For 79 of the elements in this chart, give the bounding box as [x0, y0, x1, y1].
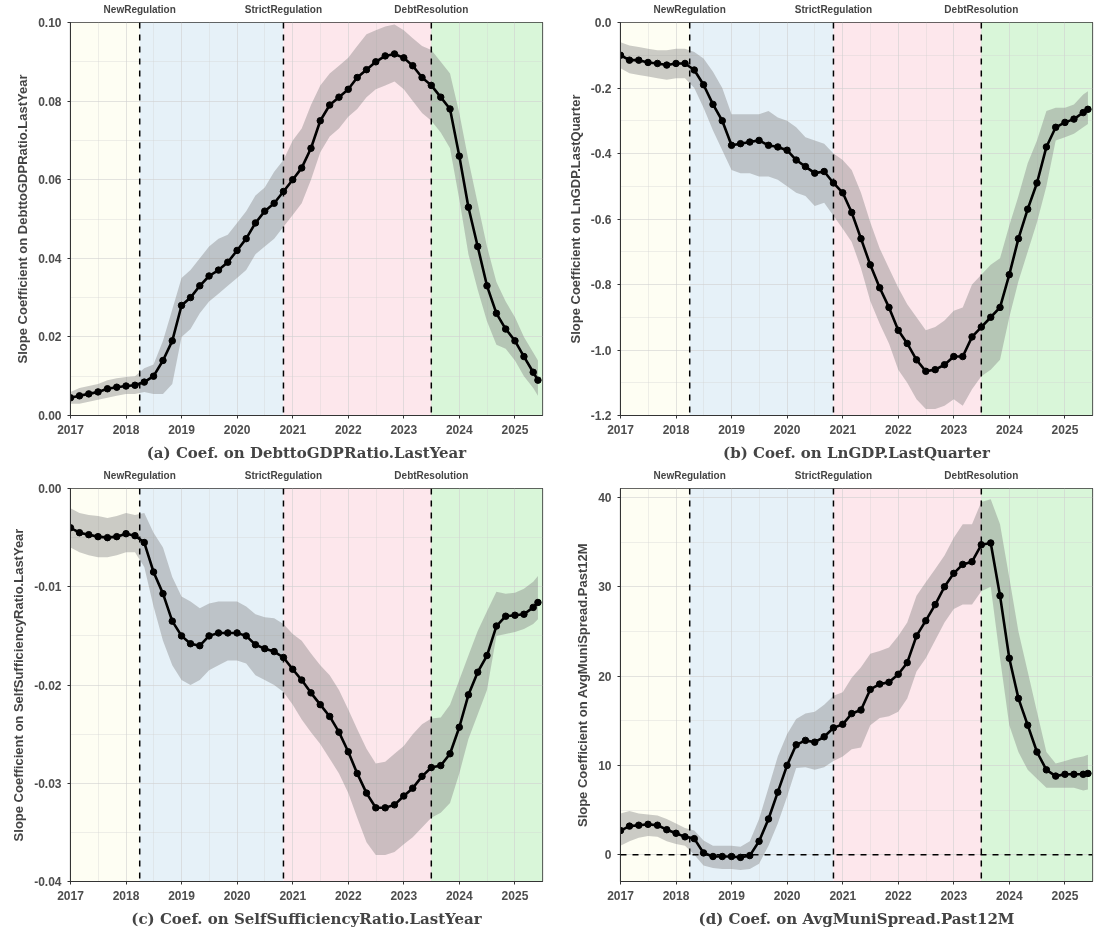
x-tick-label: 2018	[662, 422, 690, 437]
x-tick-label: 2023	[390, 888, 418, 903]
y-axis-title: Slope Coefficient on LnGDP.LastQuarter	[567, 94, 583, 344]
y-tick-label: 0.10	[38, 16, 62, 30]
x-tick-label: 2022	[884, 422, 912, 437]
x-tick-label: 2019	[168, 422, 196, 437]
ref-line-label: DebtResolution	[394, 469, 469, 481]
y-tick-label: -0.6	[590, 212, 612, 227]
y-tick-label: -0.2	[590, 81, 612, 96]
y-tick-label: 0.08	[38, 94, 62, 109]
y-axis-title: Slope Coefficient on AvgMuniSpread.Past12M	[575, 543, 591, 828]
x-tick-label: 2024	[995, 888, 1023, 903]
x-tick-label: 2021	[829, 888, 857, 903]
y-tick-label: 10	[598, 758, 612, 773]
x-tick-label: 2024	[445, 888, 473, 903]
text: (c) Coef. on SelfSufficiencyRatio.LastYear	[131, 909, 483, 928]
x-tick-label: 2017	[57, 888, 85, 903]
x-tick-label: 2020	[223, 422, 251, 437]
text: (b) Coef. on LnGDP.LastQuarter	[723, 443, 991, 462]
x-tick-label: 2021	[279, 888, 307, 903]
y-tick-label: -1.0	[590, 343, 612, 358]
y-tick-label: -0.03	[34, 776, 62, 791]
x-tick-label: 2019	[718, 422, 746, 437]
x-tick-label: 2023	[390, 422, 418, 437]
y-tick-label: 0.00	[38, 482, 62, 496]
y-tick-label: 0	[604, 848, 612, 863]
x-tick-label: 2022	[334, 888, 362, 903]
y-tick-label: 20	[598, 669, 612, 684]
x-tick-label: 2017	[607, 422, 635, 437]
x-tick-label: 2025	[1051, 422, 1079, 437]
x-tick-label: 2018	[112, 422, 140, 437]
x-tick-label: 2025	[1051, 888, 1079, 903]
x-tick-label: 2020	[773, 888, 801, 903]
y-tick-label: 0.02	[38, 330, 62, 345]
x-tick-label: 2023	[940, 422, 968, 437]
ref-line-label: StrictRegulation	[794, 469, 873, 481]
ref-line-label: StrictRegulation	[244, 469, 323, 481]
x-tick-label: 2021	[279, 422, 307, 437]
y-axis-title: Slope Coefficient on DebttoGDPRatio.LastYear	[15, 74, 31, 364]
text: (d) Coef. on AvgMuniSpread.Past12M	[698, 909, 1015, 928]
ref-line-label: NewRegulation	[653, 469, 726, 481]
y-tick-label: 40	[598, 490, 612, 505]
x-tick-label: 2025	[501, 422, 529, 437]
ref-line-label: StrictRegulation	[244, 3, 323, 15]
x-tick-label: 2022	[334, 422, 362, 437]
x-tick-label: 2020	[773, 422, 801, 437]
x-tick-label: 2019	[168, 888, 196, 903]
y-tick-label: 30	[598, 580, 612, 595]
y-axis-title: Slope Coefficient on SelfSufficiencyRatio.LastYear	[11, 528, 27, 842]
x-tick-label: 2022	[884, 888, 912, 903]
x-tick-label: 2017	[607, 888, 635, 903]
y-tick-label: -0.04	[34, 875, 62, 889]
ref-line-label: DebtResolution	[944, 469, 1019, 481]
y-tick-label: 0.06	[38, 173, 62, 188]
x-tick-label: 2019	[718, 888, 746, 903]
ref-line-label: NewRegulation	[103, 3, 176, 15]
ref-line-label: DebtResolution	[944, 3, 1019, 15]
x-tick-label: 2023	[940, 888, 968, 903]
ref-line-label: StrictRegulation	[794, 3, 873, 15]
ref-line-label: NewRegulation	[653, 3, 726, 15]
y-tick-label: -0.01	[34, 580, 62, 595]
x-tick-label: 2017	[57, 422, 85, 437]
y-tick-label: -1.2	[590, 409, 612, 423]
x-tick-label: 2018	[662, 888, 690, 903]
x-tick-label: 2020	[223, 888, 251, 903]
ref-line-label: DebtResolution	[394, 3, 469, 15]
y-tick-label: 0.00	[38, 409, 62, 423]
x-tick-label: 2021	[829, 422, 857, 437]
y-tick-label: 0.0	[594, 16, 612, 30]
text: (a) Coef. on DebttoGDPRatio.LastYear	[146, 443, 468, 462]
ref-line-label: NewRegulation	[103, 469, 176, 481]
x-tick-label: 2025	[501, 888, 529, 903]
y-tick-label: 0.04	[38, 251, 62, 266]
y-tick-label: -0.4	[590, 147, 612, 161]
y-tick-label: -0.8	[590, 278, 612, 292]
x-tick-label: 2024	[445, 422, 473, 437]
x-tick-label: 2024	[995, 422, 1023, 437]
x-tick-label: 2018	[112, 888, 140, 903]
y-tick-label: -0.02	[34, 678, 62, 693]
